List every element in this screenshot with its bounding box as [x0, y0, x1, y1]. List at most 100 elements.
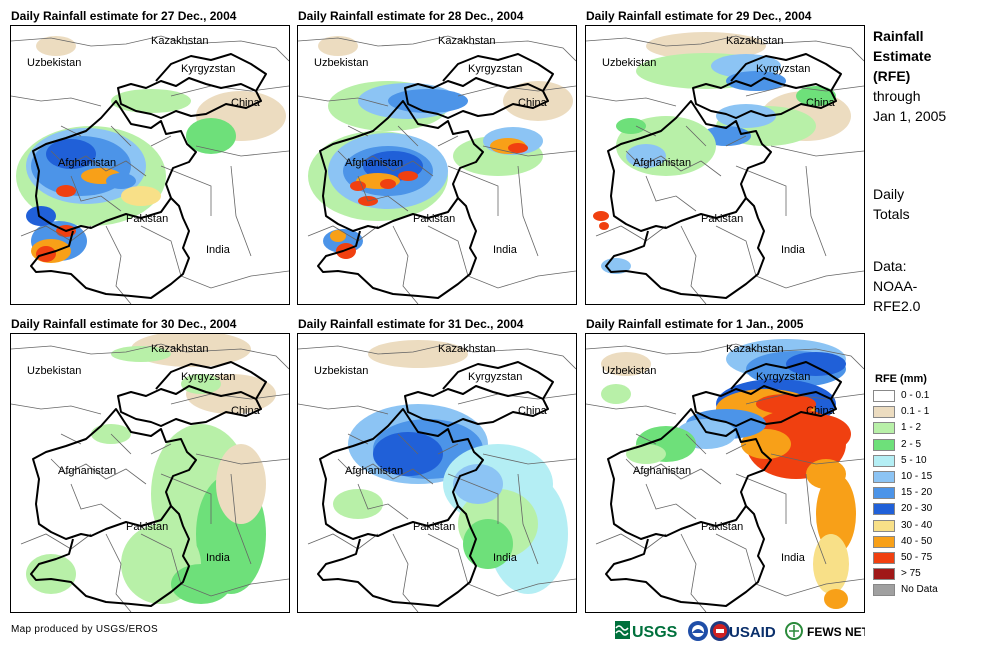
rainfall-area	[318, 36, 358, 56]
place-labels: Kazakhstan Uzbekistan Kyrgyzstan China Afgha…	[27, 35, 261, 256]
side-through: through	[873, 88, 921, 104]
legend-label: 2 - 5	[901, 438, 922, 450]
side-title-line3: (RFE)	[873, 68, 911, 84]
map-svg: Kazakhstan Uzbekistan Kyrgyzstan China Afgha…	[586, 339, 864, 612]
rainfall-area	[26, 206, 56, 226]
rainfall-area	[111, 89, 191, 113]
map-panel-6: Kazakhstan Uzbekistan Kyrgyzstan China Afgha…	[585, 333, 865, 613]
side-title-line1: Rainfall	[873, 28, 924, 44]
rainfall-area	[350, 181, 366, 191]
legend-swatch	[873, 406, 895, 419]
rainfall-area	[368, 340, 468, 368]
usaid-logo: USAID	[729, 620, 789, 647]
rainfall-area	[216, 444, 266, 524]
map-svg: Kazakhstan Uzbekistan Kyrgyzstan China Afgha…	[11, 35, 289, 304]
rainfall-area	[816, 474, 856, 554]
legend-swatch	[873, 584, 895, 597]
side-data-source-2: RFE2.0	[873, 298, 921, 314]
place-label-uzbekistan: Uzbekistan	[314, 57, 368, 69]
rainfall-layer	[16, 36, 286, 263]
rainfall-area	[398, 171, 418, 181]
noaa-logo	[687, 620, 709, 647]
side-daily-totals: Daily Totals	[873, 184, 910, 224]
rainfall-area	[503, 81, 573, 121]
legend-label: 15 - 20	[901, 487, 933, 499]
rainfall-area	[330, 230, 346, 242]
map-svg: Kazakhstan Uzbekistan Kyrgyzstan China Afgha…	[298, 35, 576, 304]
rainfall-area	[181, 374, 221, 394]
place-label-kazakhstan: Kazakhstan	[726, 35, 783, 47]
legend-label: 10 - 15	[901, 470, 933, 482]
place-label-kazakhstan: Kazakhstan	[438, 35, 495, 47]
legend-label: 20 - 30	[901, 503, 933, 515]
rainfall-area	[56, 185, 76, 197]
place-labels: Kazakhstan Uzbekistan Kyrgyzstan China Afgha…	[314, 343, 548, 564]
place-label-india: India	[781, 244, 806, 256]
panel-title-5: Daily Rainfall estimate for 31 Dec., 200…	[298, 317, 524, 331]
side-title-line2: Estimate	[873, 48, 932, 64]
place-label-afghanistan: Afghanistan	[633, 465, 691, 477]
map-svg: Kazakhstan Uzbekistan Kyrgyzstan China Afgha…	[11, 334, 289, 612]
place-label-kyrgyzstan: Kyrgyzstan	[468, 63, 522, 75]
place-label-afghanistan: Afghanistan	[345, 157, 403, 169]
legend-swatch	[873, 438, 895, 451]
side-date: Jan 1, 2005	[873, 108, 947, 124]
panel-title-2: Daily Rainfall estimate for 28 Dec., 200…	[298, 9, 524, 23]
legend-label: 1 - 2	[901, 422, 922, 434]
admin-boundaries	[298, 35, 576, 304]
place-label-kyrgyzstan: Kyrgyzstan	[756, 63, 810, 75]
country-borders	[30, 361, 267, 607]
admin-boundaries	[586, 35, 864, 304]
place-label-kazakhstan: Kazakhstan	[151, 343, 208, 355]
place-label-afghanistan: Afghanistan	[345, 465, 403, 477]
rainfall-area	[380, 179, 396, 189]
place-label-china: China	[806, 97, 836, 109]
rainfall-layer	[26, 334, 276, 604]
map-svg: Kazakhstan Uzbekistan Kyrgyzstan China Afgha…	[298, 340, 576, 612]
rainfall-area	[781, 414, 851, 454]
place-label-india: India	[493, 244, 518, 256]
place-label-afghanistan: Afghanistan	[58, 465, 116, 477]
place-label-china: China	[231, 97, 261, 109]
place-label-china: China	[231, 405, 261, 417]
place-label-pakistan: Pakistan	[413, 521, 455, 533]
legend-label: 50 - 75	[901, 551, 933, 563]
legend-label: 5 - 10	[901, 454, 927, 466]
place-label-pakistan: Pakistan	[126, 213, 168, 225]
panel-title-6: Daily Rainfall estimate for 1 Jan., 2005	[586, 317, 804, 331]
place-label-uzbekistan: Uzbekistan	[602, 57, 656, 69]
rainfall-area	[186, 118, 236, 154]
admin-boundaries	[298, 343, 576, 612]
place-label-india: India	[206, 244, 231, 256]
admin-boundaries	[11, 35, 289, 304]
rainfall-area	[616, 118, 646, 134]
side-data-source: Data: NOAA- RFE2.0	[873, 256, 920, 316]
place-label-kyrgyzstan: Kyrgyzstan	[181, 63, 235, 75]
place-label-china: China	[806, 405, 836, 417]
rainfall-layer	[333, 340, 568, 594]
rainfall-area	[626, 144, 666, 168]
rainfall-area	[601, 384, 631, 404]
rainfall-area	[336, 243, 356, 259]
map-panel-4: Kazakhstan Uzbekistan Kyrgyzstan China Afgha…	[10, 333, 290, 613]
rainfall-area	[463, 519, 513, 569]
place-label-afghanistan: Afghanistan	[633, 157, 691, 169]
rainfall-area	[726, 71, 786, 91]
admin-boundaries	[11, 343, 289, 612]
rainfall-area	[716, 104, 776, 128]
rainfall-area	[646, 32, 766, 60]
side-title: Rainfall Estimate (RFE) through Jan 1, 2…	[873, 26, 946, 126]
place-label-uzbekistan: Uzbekistan	[602, 365, 656, 377]
country-borders	[317, 361, 554, 607]
place-label-pakistan: Pakistan	[413, 213, 455, 225]
fews-text: FEWS NET	[807, 625, 865, 639]
panel-title-3: Daily Rainfall estimate for 29 Dec., 200…	[586, 9, 812, 23]
rainfall-area	[824, 589, 848, 609]
place-label-kazakhstan: Kazakhstan	[151, 35, 208, 47]
rainfall-area	[373, 432, 443, 476]
map-panel-1: Kazakhstan Uzbekistan Kyrgyzstan China Afgha…	[10, 25, 290, 305]
place-label-uzbekistan: Uzbekistan	[27, 365, 81, 377]
rainfall-area	[599, 222, 609, 230]
map-svg: Kazakhstan Uzbekistan Kyrgyzstan China Afgha…	[586, 32, 864, 304]
place-label-china: China	[518, 97, 548, 109]
